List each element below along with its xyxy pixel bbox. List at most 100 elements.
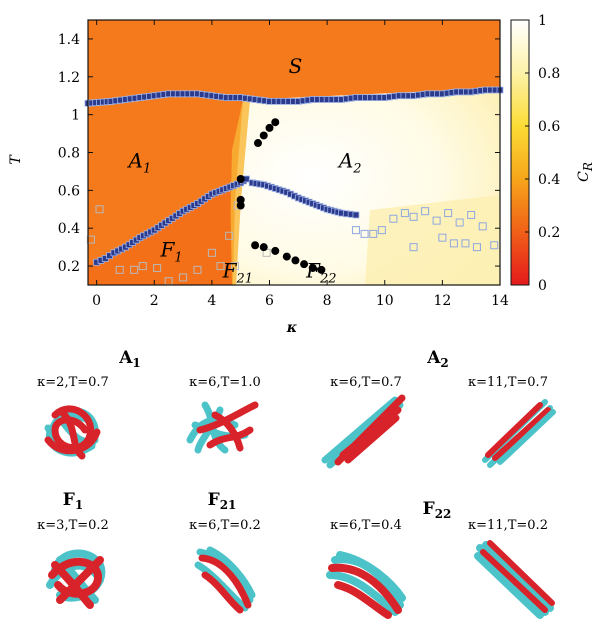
colorbar-ticks: 0 0.2 0.4 0.6 0.8 1 [525, 13, 560, 294]
y-tick-label: 1.2 [58, 70, 80, 86]
open-square-point [478, 222, 487, 231]
black-dot-point [271, 118, 280, 127]
snapshot-label-7: κ=6,T=0.4 [330, 518, 402, 533]
black-dot-point [259, 243, 268, 252]
boundary-right-marker [352, 211, 360, 219]
group-title-f21-sub: 21 [220, 498, 237, 512]
colorbar-tick-label: 0 [538, 278, 547, 294]
heatmap-f22-tint [365, 195, 500, 285]
open-square-point [377, 226, 386, 235]
open-square-point [130, 265, 139, 274]
region-label: F21 [222, 258, 253, 286]
black-dot-point [282, 252, 291, 261]
open-square-point [138, 262, 147, 271]
snapshot-f22-k11 [474, 540, 555, 619]
group-title-f22: F22 [423, 499, 452, 521]
x-tick-label: 6 [265, 293, 274, 309]
open-square-point [449, 239, 458, 248]
group-title-a2-main: A [426, 348, 441, 368]
region-label-sub: 21 [235, 271, 253, 286]
snapshot-f22-k6 [326, 551, 406, 619]
colorbar-tick-label: 1 [538, 13, 547, 29]
group-title-f21: F21 [208, 490, 237, 512]
x-axis-label: κ [286, 320, 298, 336]
open-square-point [432, 216, 441, 225]
region-label-sub: 2 [352, 162, 361, 177]
open-square-point [467, 210, 476, 219]
open-square-point [86, 235, 95, 244]
y-tick-label: 1 [71, 108, 80, 124]
open-square-point [95, 205, 104, 214]
colorbar [510, 19, 530, 286]
snapshot-a2-k6 [321, 394, 406, 469]
black-dot-point [253, 139, 262, 148]
y-tick-label: 0.4 [58, 221, 80, 237]
heatmap-f1-region [88, 185, 232, 285]
open-square-point [400, 209, 409, 218]
region-label: S [289, 54, 303, 78]
x-tick-label: 8 [323, 293, 332, 309]
x-tick-label: 12 [433, 293, 451, 309]
group-title-f22-sub: 22 [435, 507, 452, 521]
open-square-point [444, 209, 453, 218]
snapshot-label-4: κ=11,T=0.7 [468, 375, 548, 390]
black-dot-point [265, 123, 274, 132]
snapshot-f21-k6 [194, 546, 256, 614]
black-dot-point [300, 260, 309, 269]
region-label-main: F [305, 258, 321, 282]
open-square-point [179, 273, 188, 282]
region-label-sub: 1 [174, 251, 182, 266]
open-square-point [409, 212, 418, 221]
colorbar-tick-label: 0.8 [538, 66, 560, 82]
open-square-point [115, 265, 124, 274]
snapshot-label-6: κ=6,T=0.2 [189, 518, 261, 533]
colorbar-label: CR [576, 162, 595, 182]
colorbar-label-sub: R [581, 162, 595, 172]
open-square-point [455, 218, 464, 227]
colorbar-tick-label: 0.4 [538, 172, 560, 188]
group-title-a1-main: A [118, 348, 133, 368]
colorbar-label-main: C [576, 171, 592, 182]
x-tick-label: 4 [207, 293, 216, 309]
snapshot-label-1: κ=2,T=0.7 [37, 375, 109, 390]
open-square-point [461, 239, 470, 248]
group-title-a2-sub: 2 [440, 356, 448, 370]
snapshot-panels: A1 A2 κ=2,T=0.7 κ=6,T=1.0 κ=6,T=0.7 κ=11… [37, 348, 556, 619]
region-label-sub: 1 [143, 162, 151, 177]
open-square-point [369, 229, 378, 238]
region-label-main: A [126, 149, 142, 173]
colorbar-tick-label: 0.2 [538, 225, 560, 241]
group-title-f1-sub: 1 [75, 498, 83, 512]
open-square-point [472, 243, 481, 252]
black-dot-point [271, 246, 280, 255]
open-square-point [360, 229, 369, 238]
heatmap [88, 20, 500, 285]
region-label: F22 [305, 258, 336, 286]
open-square-point [490, 241, 499, 250]
x-tick-label: 14 [491, 293, 509, 309]
region-label-main: S [289, 54, 303, 78]
black-dot-point [236, 175, 245, 183]
open-square-point [193, 265, 202, 274]
black-dot-point [236, 201, 245, 210]
x-tick-label: 10 [376, 293, 394, 309]
open-square-point [230, 262, 239, 271]
snapshot-label-2: κ=6,T=1.0 [189, 375, 261, 390]
y-tick-label: 1.4 [58, 32, 80, 48]
region-label: A1 [126, 149, 151, 177]
region-label-main: F [222, 258, 238, 282]
open-square-point [421, 207, 430, 216]
region-label: F1 [159, 238, 182, 266]
snapshot-a2-k11 [482, 399, 556, 468]
group-title-a1-sub: 1 [132, 356, 140, 370]
open-square-point [153, 263, 162, 272]
group-title-f1-main: F [63, 490, 75, 510]
open-square-point [207, 248, 216, 257]
group-title-a1: A1 [118, 348, 141, 370]
snapshot-a1-k6 [186, 401, 259, 454]
group-title-f22-main: F [423, 499, 435, 519]
y-tick-label: 0.8 [58, 146, 80, 162]
open-square-point [216, 262, 225, 271]
